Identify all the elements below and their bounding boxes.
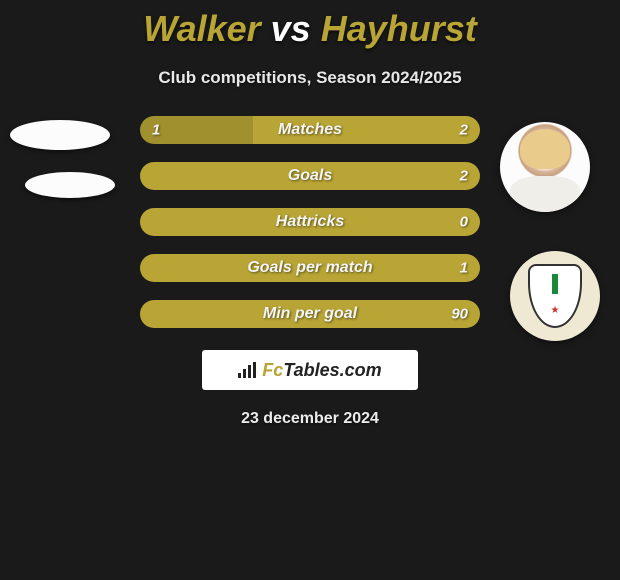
brand-prefix: Fc bbox=[262, 360, 283, 380]
player1-club-placeholder bbox=[25, 172, 115, 198]
comparison-main: Matches 1 2 Goals 2 Hattricks 0 Goals per match… bbox=[0, 116, 620, 328]
snapshot-date: 23 december 2024 bbox=[0, 410, 620, 428]
player1-avatar-placeholder bbox=[10, 120, 110, 150]
stat-bar-row: Matches 1 2 bbox=[140, 116, 480, 144]
player-photo-icon bbox=[500, 122, 590, 212]
stat-bar-value-right: 90 bbox=[451, 306, 468, 323]
club-badge-icon bbox=[510, 251, 600, 341]
stat-bar-value-right: 2 bbox=[460, 122, 468, 139]
stat-bar-label: Goals per match bbox=[247, 259, 372, 277]
stat-bar-row: Goals per match 1 bbox=[140, 254, 480, 282]
brand-box: FcTables.com bbox=[202, 350, 418, 390]
stat-bars: Matches 1 2 Goals 2 Hattricks 0 Goals per match… bbox=[140, 116, 480, 328]
stat-bar-row: Goals 2 bbox=[140, 162, 480, 190]
bar-chart-icon bbox=[238, 362, 258, 378]
stat-bar-row: Min per goal 90 bbox=[140, 300, 480, 328]
title-player2: Hayhurst bbox=[321, 8, 477, 49]
stat-bar-row: Hattricks 0 bbox=[140, 208, 480, 236]
stat-bar-label: Matches bbox=[278, 121, 342, 139]
player2-club-badge bbox=[510, 251, 600, 341]
brand-suffix: Tables.com bbox=[283, 360, 381, 380]
title-vs: vs bbox=[271, 8, 311, 49]
title-player1: Walker bbox=[143, 8, 260, 49]
comparison-subtitle: Club competitions, Season 2024/2025 bbox=[0, 68, 620, 88]
stat-bar-value-left: 1 bbox=[152, 122, 160, 139]
stat-bar-value-right: 0 bbox=[460, 214, 468, 231]
brand-text: FcTables.com bbox=[262, 360, 381, 381]
stat-bar-value-right: 2 bbox=[460, 168, 468, 185]
stat-bar-label: Goals bbox=[288, 167, 332, 185]
comparison-title: Walker vs Hayhurst bbox=[0, 0, 620, 50]
player2-avatar bbox=[500, 122, 590, 212]
stat-bar-label: Min per goal bbox=[263, 305, 357, 323]
stat-bar-value-right: 1 bbox=[460, 260, 468, 277]
stat-bar-label: Hattricks bbox=[276, 213, 344, 231]
